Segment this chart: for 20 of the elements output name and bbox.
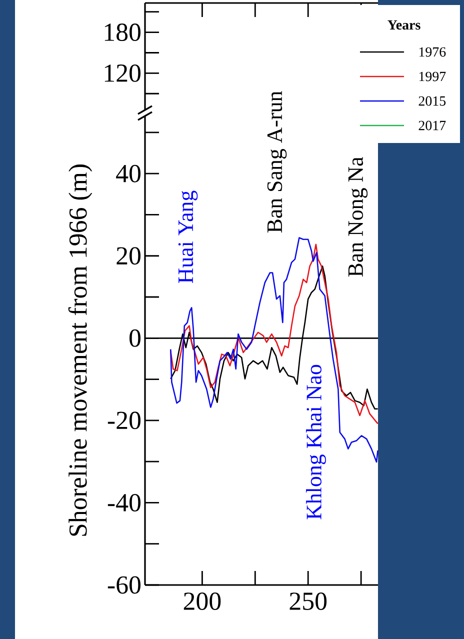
annotation: Ban Nong Na	[348, 157, 368, 277]
x-tick-label: 250	[290, 592, 327, 610]
legend-label: 1976	[419, 47, 446, 57]
legend-label: 2015	[418, 96, 446, 106]
annotation: Ban Sang A-run	[267, 91, 287, 233]
legend-label: 1997	[419, 72, 446, 82]
y-axis-title: Shoreline movement from 1966 (m)	[68, 164, 92, 536]
y-tick-label: 40	[116, 164, 140, 182]
legend-label: 2017	[418, 120, 446, 130]
annotation: Khlong Khai Nao	[306, 364, 326, 520]
y-tick-label: 120	[104, 64, 140, 82]
x-tick-label: 200	[184, 592, 221, 610]
annotation: Huai Yang	[178, 190, 198, 284]
legend-title: Years	[388, 20, 420, 30]
y-tick-label: 20	[116, 247, 140, 265]
y-tick-label: -40	[108, 494, 140, 512]
y-tick-label: -20	[108, 412, 140, 430]
y-tick-label: 0	[130, 329, 140, 347]
y-tick-label: -60	[108, 576, 140, 594]
y-tick-label: 180	[104, 24, 140, 42]
